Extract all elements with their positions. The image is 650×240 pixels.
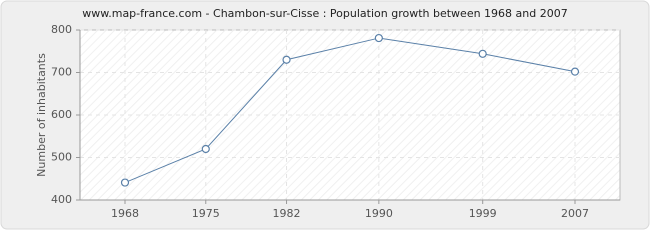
x-tick-label: 1999 [469, 207, 497, 220]
y-tick-label: 600 [51, 108, 72, 121]
chart: www.map-france.com - Chambon-sur-Cisse :… [0, 0, 650, 230]
data-point [478, 49, 487, 58]
y-tick-label: 400 [51, 193, 72, 206]
x-tick-label: 2007 [561, 207, 589, 220]
x-tick-label: 1975 [192, 207, 220, 220]
x-tick-label: 1990 [365, 207, 393, 220]
y-axis-label: Number of inhabitants [35, 53, 48, 177]
data-point [120, 178, 130, 187]
series-line [124, 37, 576, 184]
data-point [201, 144, 210, 154]
y-tick-label: 700 [51, 66, 72, 79]
chart-title: www.map-france.com - Chambon-sur-Cisse :… [82, 7, 567, 20]
data-point [374, 33, 383, 43]
data-point [282, 55, 291, 64]
y-tick-label: 500 [51, 151, 72, 164]
x-tick-label: 1982 [273, 207, 301, 220]
x-tick-label: 1968 [111, 207, 139, 220]
data-point [570, 67, 580, 76]
y-tick-label: 800 [51, 23, 72, 36]
